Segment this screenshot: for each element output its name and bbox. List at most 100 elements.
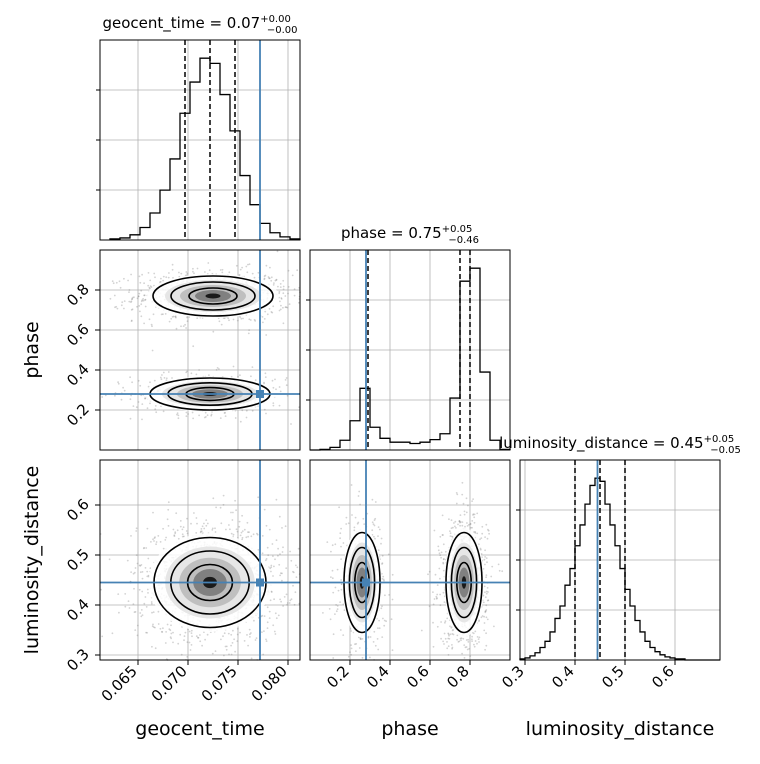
scatter-point — [486, 587, 489, 589]
scatter-point — [263, 615, 266, 617]
scatter-point — [237, 375, 239, 378]
scatter-point — [108, 558, 111, 561]
scatter-point — [441, 514, 444, 517]
scatter-point — [358, 490, 361, 493]
scatter-point — [138, 564, 141, 567]
y-tick-label-luminosity_distance: 0.5 — [63, 545, 93, 575]
scatter-point — [136, 305, 138, 308]
scatter-point — [134, 629, 137, 631]
scatter-point — [282, 322, 285, 325]
scatter-point — [339, 629, 342, 631]
scatter-point — [205, 519, 208, 521]
scatter-point — [249, 319, 252, 321]
scatter-point — [167, 371, 170, 373]
scatter-point — [339, 601, 341, 603]
scatter-point — [282, 288, 285, 291]
scatter-point — [171, 263, 174, 266]
scatter-point — [391, 573, 394, 576]
scatter-point — [222, 494, 225, 497]
scatter-point — [192, 267, 194, 270]
scatter-point — [251, 366, 254, 368]
scatter-point — [263, 408, 266, 411]
scatter-point — [137, 295, 140, 298]
scatter-point — [149, 381, 151, 384]
scatter-point — [139, 571, 142, 574]
scatter-point — [268, 617, 271, 619]
scatter-point — [454, 525, 456, 528]
scatter-point — [186, 370, 189, 373]
scatter-point — [122, 386, 124, 389]
scatter-point — [454, 520, 457, 523]
scatter-point — [440, 556, 442, 559]
scatter-point — [154, 647, 157, 650]
scatter-point — [270, 564, 273, 567]
scatter-point — [282, 292, 285, 295]
x-axis-label-luminosity_distance: luminosity_distance — [526, 718, 715, 740]
scatter-point — [288, 602, 291, 604]
scatter-point — [483, 629, 486, 632]
scatter-point — [134, 611, 137, 613]
scatter-point — [388, 594, 390, 596]
scatter-point — [117, 381, 119, 384]
scatter-point — [172, 315, 175, 318]
scatter-point — [193, 512, 195, 514]
scatter-point — [371, 498, 374, 501]
scatter-point — [151, 645, 153, 648]
scatter-geocent_time-vs-phase-contour — [170, 281, 256, 311]
scatter-point — [132, 572, 135, 575]
scatter-point — [280, 298, 283, 300]
scatter-point — [186, 656, 189, 658]
scatter-point — [153, 379, 156, 382]
x-tick-label-luminosity_distance: 0.3 — [498, 662, 528, 692]
scatter-point — [192, 270, 194, 273]
scatter-point — [432, 645, 435, 648]
scatter-point — [487, 599, 490, 602]
scatter-point — [448, 637, 451, 640]
scatter-point — [432, 621, 434, 624]
scatter-point — [262, 653, 265, 656]
scatter-point — [335, 610, 338, 613]
scatter-point — [100, 588, 102, 591]
scatter-point — [280, 297, 283, 299]
scatter-point — [486, 618, 489, 621]
scatter-point — [208, 269, 211, 272]
scatter-point — [139, 310, 141, 313]
scatter-point — [428, 605, 431, 608]
scatter-phase-vs-luminosity_distance-injection-marker — [362, 578, 370, 587]
y-tick-label-luminosity_distance: 0.4 — [63, 595, 93, 625]
scatter-point — [188, 641, 191, 644]
scatter-point — [243, 528, 246, 531]
scatter-point — [159, 541, 162, 543]
scatter-point — [469, 655, 472, 657]
scatter-point — [334, 613, 336, 615]
scatter-point — [245, 416, 248, 419]
scatter-point — [177, 414, 180, 417]
scatter-point — [173, 534, 176, 537]
scatter-point — [186, 316, 188, 319]
scatter-point — [380, 542, 382, 545]
scatter-point — [458, 520, 461, 522]
scatter-point — [216, 367, 219, 369]
scatter-point — [280, 600, 282, 603]
scatter-point — [488, 532, 490, 535]
scatter-point — [456, 493, 459, 496]
scatter-point — [272, 386, 275, 389]
scatter-point — [196, 317, 199, 319]
scatter-point — [485, 632, 487, 635]
scatter-point — [147, 385, 150, 388]
scatter-point — [272, 305, 275, 308]
scatter-point — [211, 652, 214, 655]
scatter-point — [197, 636, 200, 639]
scatter-point — [263, 630, 265, 632]
scatter-point — [438, 567, 441, 570]
scatter-point — [253, 619, 255, 622]
scatter-point — [172, 277, 174, 279]
scatter-point — [256, 532, 258, 535]
scatter-point — [164, 539, 167, 541]
scatter-point — [331, 577, 334, 580]
scatter-point — [478, 636, 481, 639]
scatter-point — [284, 295, 287, 297]
scatter-point — [190, 644, 193, 646]
scatter-point — [154, 626, 156, 629]
